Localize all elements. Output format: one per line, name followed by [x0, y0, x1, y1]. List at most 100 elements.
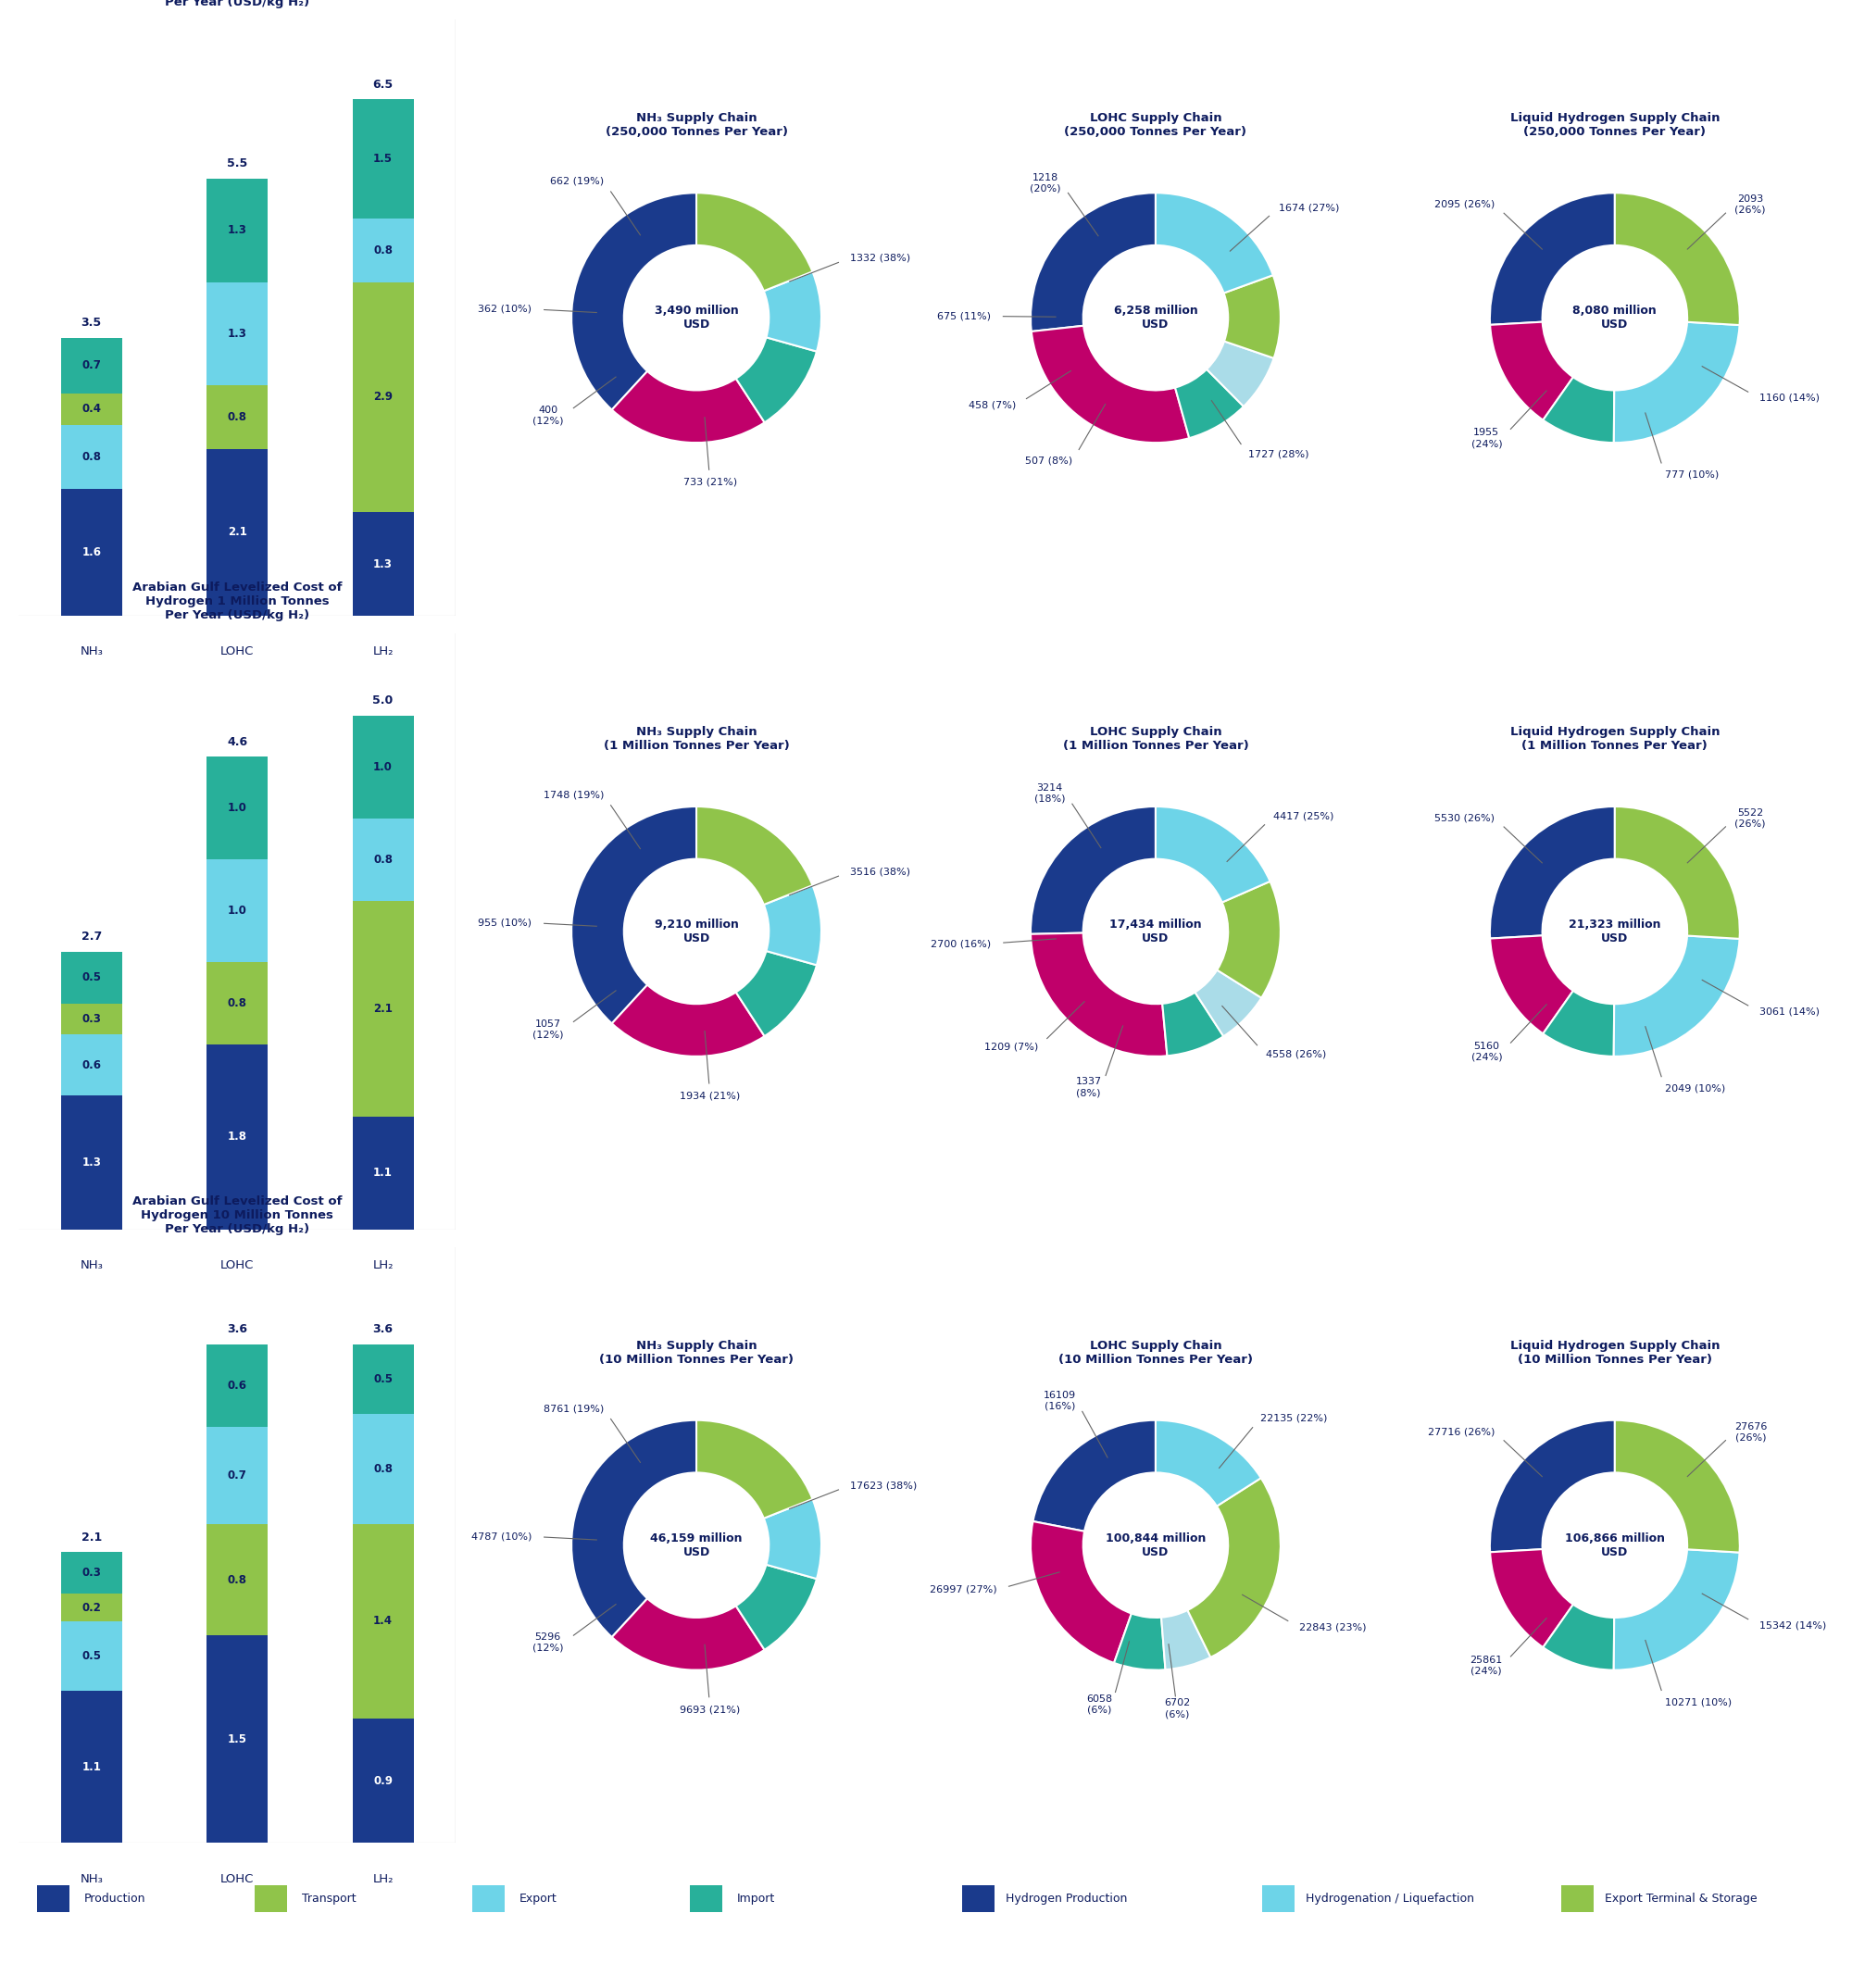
Wedge shape	[735, 950, 817, 1036]
Bar	[352, 513, 413, 616]
Text: 0.7: 0.7	[228, 1469, 246, 1481]
Text: 1.1: 1.1	[81, 1761, 102, 1773]
Text: 106,866 million
USD: 106,866 million USD	[1565, 1533, 1665, 1559]
Text: 0.4: 0.4	[81, 404, 102, 415]
Text: Transport: Transport	[302, 1893, 356, 1905]
Text: NH₃ Supply Chain
(10 Million Tonnes Per Year): NH₃ Supply Chain (10 Million Tonnes Per …	[600, 1340, 795, 1366]
Text: 0.3: 0.3	[81, 1567, 102, 1578]
Bar	[61, 425, 122, 489]
Wedge shape	[1489, 1419, 1615, 1553]
Wedge shape	[611, 984, 765, 1056]
Wedge shape	[1543, 378, 1615, 443]
FancyBboxPatch shape	[1261, 1885, 1295, 1912]
Text: 5522
(26%): 5522 (26%)	[1735, 809, 1765, 829]
Text: 25861
(24%): 25861 (24%)	[1469, 1656, 1502, 1676]
Wedge shape	[1033, 1419, 1156, 1531]
Bar	[61, 338, 122, 394]
Text: 22135 (22%): 22135 (22%)	[1261, 1413, 1328, 1423]
Wedge shape	[1543, 990, 1615, 1056]
Text: LOHC: LOHC	[220, 1258, 254, 1270]
Bar	[61, 1690, 122, 1843]
FancyBboxPatch shape	[963, 1885, 995, 1912]
Text: 1.0: 1.0	[228, 801, 246, 815]
Text: 0.5: 0.5	[374, 1374, 393, 1386]
Bar	[61, 489, 122, 616]
Text: 0.2: 0.2	[81, 1602, 102, 1614]
Text: 1.3: 1.3	[374, 559, 393, 571]
Wedge shape	[696, 807, 813, 905]
Wedge shape	[572, 193, 696, 410]
Text: NH₃: NH₃	[80, 1258, 104, 1270]
Text: 0.7: 0.7	[81, 360, 102, 372]
Text: 1.8: 1.8	[228, 1131, 246, 1143]
Text: 1337
(8%): 1337 (8%)	[1076, 1077, 1102, 1097]
Wedge shape	[1613, 322, 1739, 443]
Text: 2095 (26%): 2095 (26%)	[1435, 201, 1495, 209]
Wedge shape	[696, 1419, 813, 1519]
Text: 1.3: 1.3	[228, 225, 246, 237]
Bar	[61, 394, 122, 425]
Bar	[352, 99, 413, 219]
Text: 1.5: 1.5	[228, 1734, 246, 1745]
Text: 1.0: 1.0	[228, 905, 246, 916]
Text: 1955
(24%): 1955 (24%)	[1470, 427, 1502, 447]
Text: 0.8: 0.8	[374, 853, 393, 865]
Wedge shape	[763, 1499, 820, 1578]
Bar	[207, 282, 269, 386]
Text: 2.1: 2.1	[228, 527, 246, 539]
Text: 0.5: 0.5	[81, 1650, 102, 1662]
Text: 1.3: 1.3	[81, 1157, 102, 1169]
Text: 16109
(16%): 16109 (16%)	[1045, 1390, 1076, 1411]
Bar	[352, 1718, 413, 1843]
Wedge shape	[1208, 342, 1274, 406]
Text: Hydrogen Production: Hydrogen Production	[1006, 1893, 1128, 1905]
Text: 2.1: 2.1	[81, 1531, 102, 1543]
Wedge shape	[1163, 992, 1224, 1056]
FancyBboxPatch shape	[1561, 1885, 1595, 1912]
Text: 1057
(12%): 1057 (12%)	[533, 1020, 563, 1040]
Text: 955 (10%): 955 (10%)	[478, 918, 532, 928]
Wedge shape	[1187, 1477, 1280, 1658]
Text: 2.7: 2.7	[81, 930, 102, 942]
Bar	[207, 1044, 269, 1229]
Bar	[207, 449, 269, 616]
Wedge shape	[1217, 881, 1280, 998]
Bar	[61, 1553, 122, 1594]
Text: 1748 (19%): 1748 (19%)	[543, 791, 604, 799]
Text: 27716 (26%): 27716 (26%)	[1428, 1427, 1495, 1437]
Bar	[352, 1525, 413, 1718]
Text: 1.5: 1.5	[374, 153, 393, 165]
Text: 0.8: 0.8	[374, 245, 393, 256]
Bar	[207, 1525, 269, 1636]
Wedge shape	[1491, 936, 1572, 1034]
Text: 0.6: 0.6	[228, 1380, 246, 1392]
Text: 1.1: 1.1	[374, 1167, 393, 1179]
Text: 1674 (27%): 1674 (27%)	[1278, 203, 1339, 213]
Wedge shape	[763, 272, 820, 352]
Wedge shape	[572, 1419, 696, 1638]
Text: 5160
(24%): 5160 (24%)	[1470, 1042, 1502, 1062]
Wedge shape	[1489, 193, 1615, 324]
Bar	[61, 1004, 122, 1034]
Text: 0.8: 0.8	[228, 412, 246, 423]
Text: 17623 (38%): 17623 (38%)	[850, 1481, 917, 1489]
Bar	[352, 1413, 413, 1525]
Text: 2700 (16%): 2700 (16%)	[932, 938, 991, 948]
Text: 6,258 million
USD: 6,258 million USD	[1113, 304, 1198, 330]
Wedge shape	[572, 807, 696, 1024]
Text: 4787 (10%): 4787 (10%)	[470, 1533, 532, 1541]
Text: LOHC Supply Chain
(250,000 Tonnes Per Year): LOHC Supply Chain (250,000 Tonnes Per Ye…	[1065, 111, 1246, 137]
Wedge shape	[1224, 274, 1280, 358]
Text: 400
(12%): 400 (12%)	[532, 406, 563, 425]
Text: 27676
(26%): 27676 (26%)	[1735, 1421, 1767, 1441]
Wedge shape	[735, 1565, 817, 1650]
Bar	[352, 819, 413, 901]
Text: Export Terminal & Storage: Export Terminal & Storage	[1606, 1893, 1758, 1905]
Bar	[207, 859, 269, 962]
Text: 0.3: 0.3	[81, 1012, 102, 1024]
Wedge shape	[1613, 1549, 1739, 1670]
Wedge shape	[1032, 193, 1156, 332]
Wedge shape	[1032, 807, 1156, 934]
Wedge shape	[1489, 807, 1615, 938]
Text: 2.9: 2.9	[374, 392, 393, 404]
